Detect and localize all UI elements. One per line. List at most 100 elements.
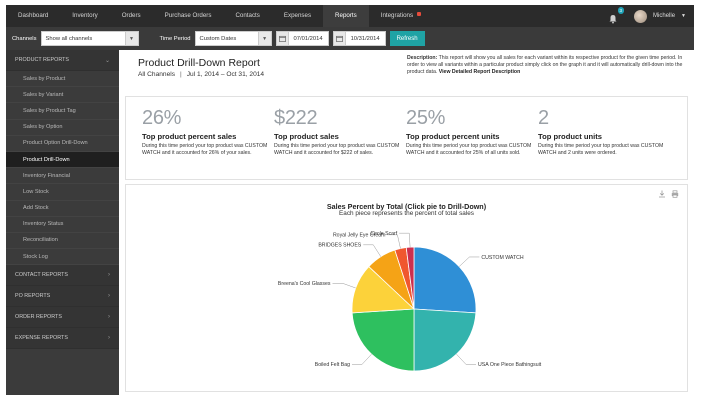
nav-integrations-label: Integrations (380, 12, 414, 19)
stat-value: 25% (406, 107, 446, 129)
sidebar-item-add-stock[interactable]: Add Stock (6, 201, 119, 217)
sidebar-section-label: PRODUCT REPORTS (15, 57, 70, 63)
nav-user-area: 3 Michelle ▼ (608, 7, 694, 24)
sidebar-section-po-reports[interactable]: PO REPORTS › (6, 286, 119, 308)
stat-value: $222 (274, 107, 318, 129)
sidebar-item-sales-by-product[interactable]: Sales by Product (6, 71, 119, 88)
pie-slice[interactable] (413, 308, 477, 372)
chevron-down-icon[interactable]: ▼ (681, 13, 686, 19)
pie-chart[interactable]: CUSTOM WATCH USA One Piece Bathingsuit Boi… (126, 185, 689, 393)
download-icon[interactable] (658, 190, 666, 198)
user-name[interactable]: Michelle (653, 13, 676, 19)
sidebar-item-sales-by-variant[interactable]: Sales by Variant (6, 87, 119, 104)
sidebar-item-inventory-status[interactable]: Inventory Status (6, 217, 119, 233)
pie-slice[interactable] (351, 308, 415, 372)
main-content: Product Drill-Down Report All Channels | J… (119, 50, 694, 395)
time-period-select[interactable]: Custom Dates ▼ (194, 31, 272, 46)
print-icon[interactable] (671, 190, 679, 198)
stat-text: During this time period your top product… (538, 143, 664, 156)
description-text: This report will show you all sales for … (407, 55, 683, 76)
pie-leader-line (387, 234, 401, 249)
sidebar-item-sales-by-product-tag[interactable]: Sales by Product Tag (6, 103, 119, 120)
chart-tools (658, 190, 679, 198)
notifications-bell-icon[interactable]: 3 (608, 7, 625, 24)
new-indicator-icon (417, 12, 422, 16)
chart-subtitle: Each piece represents the percent of tot… (339, 210, 474, 217)
pie-slice-label: Boiled Felt Bag (315, 362, 350, 368)
sidebar-item-inventory-financial[interactable]: Inventory Financial (6, 168, 119, 185)
nav-reports[interactable]: Reports (323, 5, 369, 27)
sidebar: PRODUCT REPORTS ⌄ Sales by Product Sales… (6, 50, 119, 395)
nav-inventory[interactable]: Inventory (72, 12, 98, 19)
sidebar-section-expense-reports[interactable]: EXPENSE REPORTS › (6, 328, 119, 350)
nav-contacts[interactable]: Contacts (235, 12, 260, 19)
sidebar-item-stock-log[interactable]: Stock Log (6, 249, 119, 266)
end-date-value: 10/31/2014 (350, 35, 380, 42)
pie-slice-label: Royal Jelly Eye Cream (333, 233, 385, 239)
channels-label: Channels (12, 35, 37, 42)
nav-integrations[interactable]: Integrations (369, 5, 429, 27)
description-label: Description: (407, 55, 438, 61)
chevron-right-icon: › (108, 314, 110, 321)
sidebar-section-contact-reports[interactable]: CONTACT REPORTS › (6, 265, 119, 287)
report-description: Description: This report will show you a… (407, 55, 685, 77)
refresh-button[interactable]: Refresh (389, 31, 425, 46)
sidebar-item-low-stock[interactable]: Low Stock (6, 184, 119, 201)
pie-leader-line (351, 354, 372, 365)
chevron-down-icon: ▼ (257, 32, 271, 45)
avatar[interactable] (634, 9, 648, 23)
chevron-down-icon: ⌄ (104, 57, 110, 64)
sidebar-item-sales-by-option[interactable]: Sales by Option (6, 120, 119, 136)
chevron-down-icon: ▼ (124, 32, 138, 45)
sidebar-section-label: ORDER REPORTS (15, 314, 62, 321)
stat-text: During this time period your top product… (406, 143, 532, 156)
chart-panel: CUSTOM WATCH USA One Piece Bathingsuit Boi… (125, 184, 688, 392)
sidebar-item-reconciliation[interactable]: Reconciliation (6, 233, 119, 250)
pie-slice-label: USA One Piece Bathingsuit (478, 362, 542, 368)
channels-select-value: Show all channels (45, 35, 93, 42)
stat-value: 26% (142, 107, 182, 129)
stat-text: During this time period your top product… (142, 143, 268, 156)
stat-units: 2 Top product units During this time per… (538, 97, 668, 156)
stats-panel: 26% Top product percent sales During thi… (125, 96, 688, 180)
report-subtitle: All Channels | Jul 1, 2014 – Oct 31, 2014 (138, 71, 265, 78)
nav-purchase-orders[interactable]: Purchase Orders (164, 12, 212, 19)
sidebar-section-label: CONTACT REPORTS (15, 272, 69, 279)
pie-slice[interactable] (413, 246, 477, 314)
start-date-value: 07/01/2014 (293, 35, 323, 42)
nav-orders[interactable]: Orders (121, 12, 141, 19)
channels-select[interactable]: Show all channels ▼ (40, 31, 139, 46)
stat-value: 2 (538, 107, 549, 129)
nav-expenses[interactable]: Expenses (283, 12, 312, 19)
pie-leader-line (459, 256, 480, 267)
sidebar-section-label: PO REPORTS (15, 293, 51, 300)
pie-slice-label: BRIDGES SHOES (318, 243, 361, 249)
calendar-icon (333, 32, 346, 45)
chart-title: Sales Percent by Total (Click pie to Dri… (326, 202, 487, 211)
sidebar-section-order-reports[interactable]: ORDER REPORTS › (6, 307, 119, 329)
sidebar-item-product-option-drill-down[interactable]: Product Option Drill-Down (6, 136, 119, 152)
stat-label: Top product percent units (406, 132, 500, 141)
nav-dashboard[interactable]: Dashboard (18, 12, 49, 19)
end-date-input[interactable]: 10/31/2014 (332, 31, 386, 46)
chevron-right-icon: › (108, 293, 110, 300)
stat-label: Top product units (538, 132, 602, 141)
report-date-range: Jul 1, 2014 – Oct 31, 2014 (186, 71, 265, 78)
stat-label: Top product percent sales (142, 132, 237, 141)
stat-label: Top product sales (274, 132, 339, 141)
pie-leader-line (456, 354, 477, 365)
sidebar-section-product-reports[interactable]: PRODUCT REPORTS ⌄ (6, 50, 119, 71)
stat-percent-sales: 26% Top product percent sales During thi… (142, 97, 272, 156)
top-nav: Dashboard Inventory Orders Purchase Orde… (6, 5, 694, 27)
pie-leader-line (363, 244, 381, 257)
sidebar-section-label: EXPENSE REPORTS (15, 335, 68, 342)
time-period-label: Time Period (159, 35, 191, 42)
detailed-description-link[interactable]: View Detailed Report Description (438, 69, 521, 76)
sidebar-item-product-drill-down[interactable]: Product Drill-Down (6, 151, 119, 169)
stat-sales: $222 Top product sales During this time … (274, 97, 404, 156)
chevron-right-icon: › (108, 272, 110, 279)
start-date-input[interactable]: 07/01/2014 (275, 31, 329, 46)
pie-slice-label: Breena's Cool Glasses (278, 281, 331, 287)
pie-leader-line (332, 283, 356, 289)
stat-text: During this time period your top product… (274, 143, 400, 156)
